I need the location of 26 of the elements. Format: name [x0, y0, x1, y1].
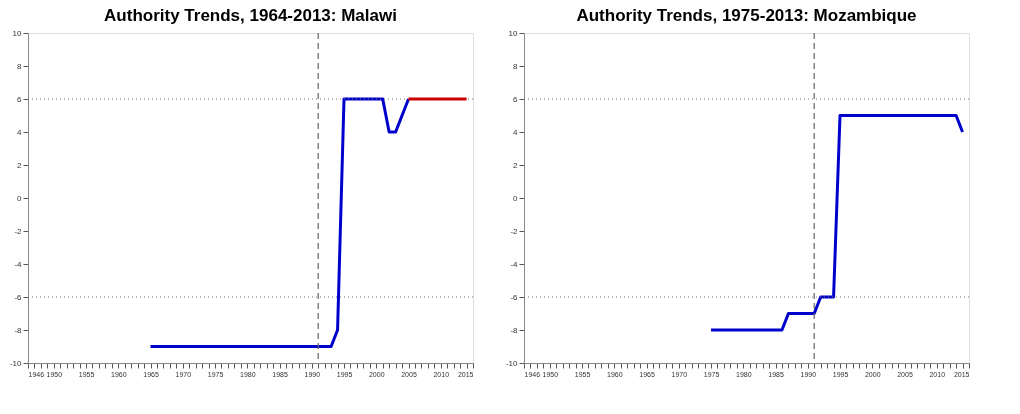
y-tick-label: -8: [14, 325, 23, 335]
y-tick-label: -8: [510, 325, 519, 335]
line-series: [149, 97, 411, 348]
y-tick-label: -6: [14, 292, 23, 302]
y-tick-label: -6: [510, 292, 519, 302]
y-tick-label: 4: [17, 127, 23, 137]
line-series: [709, 114, 965, 332]
y-tick-label: 2: [17, 160, 23, 170]
y-tick-label: -4: [510, 259, 519, 269]
y-tick-label: -10: [505, 358, 519, 368]
y-tick-label: 6: [513, 94, 519, 104]
y-tick-label: 2: [513, 160, 519, 170]
y-tick-label: 4: [513, 127, 519, 137]
y-tick-label: 6: [17, 94, 23, 104]
y-tick-label: -4: [14, 259, 23, 269]
y-tick-label: 10: [508, 28, 519, 38]
y-tick-label: 8: [17, 61, 23, 71]
y-tick-label: -10: [9, 358, 23, 368]
y-tick-label: -2: [510, 226, 519, 236]
chart-title: Authority Trends, 1964-2013: Malawi: [104, 6, 397, 25]
y-tick-label: 0: [17, 193, 23, 203]
y-tick-label: 10: [12, 28, 23, 38]
y-tick-label: 8: [513, 61, 519, 71]
y-tick-label: -2: [14, 226, 23, 236]
chart-title: Authority Trends, 1975-2013: Mozambique: [576, 6, 917, 25]
y-tick-label: 0: [513, 193, 519, 203]
